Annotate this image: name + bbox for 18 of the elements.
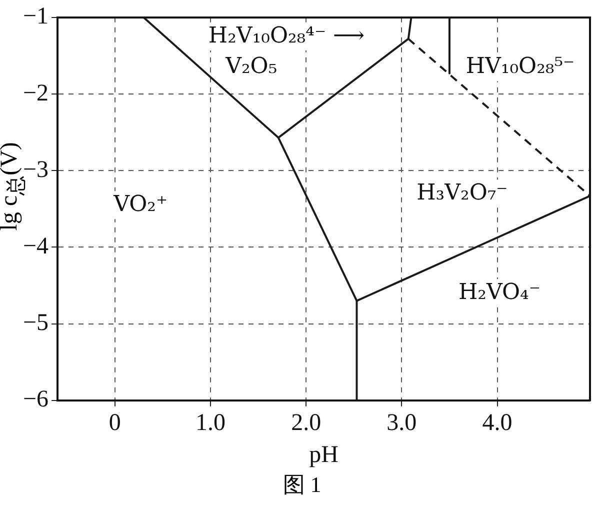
- y-tick-label: −1: [22, 4, 49, 30]
- x-axis-title: pH: [309, 442, 338, 468]
- annotation: H₂V₁₀O₂₈⁴⁻ ⟶: [208, 23, 365, 48]
- y-tick-label: −2: [22, 80, 49, 106]
- x-tick-label: 3.0: [386, 410, 417, 436]
- annotation: V₂O₅: [224, 54, 278, 79]
- x-tick-label: 1.0: [195, 410, 226, 436]
- annotation: VO₂⁺: [112, 192, 168, 217]
- annotation: H₃V₂O₇⁻: [416, 180, 508, 206]
- annotation: HV₁₀O₂₈⁵⁻: [466, 54, 575, 79]
- x-tick-label: 4.0: [482, 410, 512, 436]
- y-tick-label: −4: [22, 233, 49, 260]
- caption: 图 1: [282, 471, 322, 499]
- annotation: H₂VO₄⁻: [458, 280, 540, 305]
- y-tick-label: −5: [22, 310, 49, 336]
- y-tick-label: −6: [22, 386, 49, 413]
- x-tick-label: 0: [108, 410, 121, 436]
- x-tick-label: 2.0: [291, 410, 322, 436]
